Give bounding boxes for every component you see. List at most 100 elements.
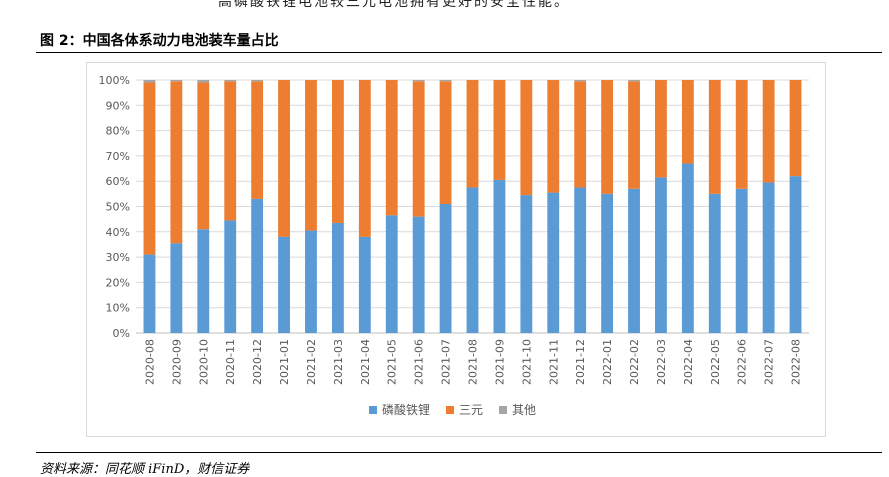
bar-segment <box>574 81 587 188</box>
y-tick-label: 10% <box>106 302 130 315</box>
x-tick-label: 2022-02 <box>628 339 641 385</box>
y-tick-label: 20% <box>106 276 130 289</box>
bar-segment <box>789 176 802 333</box>
bar-segment <box>439 203 452 333</box>
x-tick-label: 2021-08 <box>467 339 480 385</box>
x-tick-label: 2021-12 <box>574 339 587 385</box>
y-axis-ticks: 0% 10% 20% 30% 40% 50% 60% 70% 80% 90% 100% <box>99 74 130 340</box>
bar-segment <box>601 193 614 333</box>
bar-segment <box>520 195 533 333</box>
bar-segment <box>224 80 237 82</box>
bar-segment <box>224 220 237 333</box>
bar-segment <box>681 163 694 333</box>
bar-segment <box>305 80 317 231</box>
bar-segment <box>170 81 183 244</box>
bar-segment <box>628 81 640 189</box>
bottom-rule <box>36 452 882 453</box>
x-tick-label: 2021-04 <box>359 339 372 385</box>
bar-segment <box>520 80 533 196</box>
x-tick-label: 2021-11 <box>547 339 560 385</box>
bar-segment <box>170 80 183 82</box>
x-tick-label: 2022-01 <box>601 339 614 385</box>
bar-segment <box>762 182 775 333</box>
y-tick-label: 60% <box>106 175 130 188</box>
bar-segment <box>143 82 156 255</box>
x-tick-label: 2020-10 <box>197 339 210 385</box>
x-tick-label: 2021-05 <box>386 339 399 385</box>
bar-segment <box>278 80 290 237</box>
bar-segment <box>143 254 156 333</box>
bar-segment <box>493 80 506 180</box>
bar-segment <box>358 236 371 333</box>
legend-swatch <box>369 406 377 414</box>
bar-segment <box>601 80 614 194</box>
bar-segment <box>170 243 183 333</box>
bar-segment <box>708 193 721 333</box>
bar-segment <box>735 188 748 333</box>
x-tick-label: 2022-03 <box>655 339 668 385</box>
bars <box>143 80 802 333</box>
bar-segment <box>466 187 479 333</box>
source-note: 资料来源：同花顺 iFinD，财信证券 <box>40 462 250 477</box>
bar-segment <box>251 80 264 82</box>
x-tick-label: 2022-05 <box>709 339 722 385</box>
bar-segment <box>251 81 264 199</box>
x-tick-label: 2022-04 <box>682 339 695 385</box>
y-tick-label: 40% <box>106 226 130 239</box>
bar-segment <box>547 80 560 193</box>
figure-title: 图 2：中国各体系动力电池装车量占比 <box>40 33 279 49</box>
y-tick-label: 70% <box>106 150 130 163</box>
bar-segment <box>331 222 344 333</box>
x-tick-label: 2022-07 <box>763 339 776 385</box>
bar-segment <box>655 80 667 178</box>
bar-segment <box>358 80 371 237</box>
legend-swatch <box>446 406 454 414</box>
bar-segment <box>224 81 237 221</box>
bar-segment <box>439 81 452 204</box>
bar-segment <box>197 82 210 230</box>
x-tick-label: 2020-11 <box>224 339 237 385</box>
x-tick-label: 2022-08 <box>790 339 803 385</box>
x-tick-label: 2022-06 <box>736 339 749 385</box>
bar-segment <box>628 188 640 333</box>
y-tick-label: 80% <box>106 125 130 138</box>
bar-segment <box>143 80 156 83</box>
bar-segment <box>708 80 721 194</box>
bar-segment <box>412 216 425 333</box>
bar-segment <box>681 80 694 164</box>
x-tick-label: 2021-01 <box>278 339 291 385</box>
y-tick-label: 30% <box>106 251 130 264</box>
bar-segment <box>331 80 344 223</box>
x-tick-label: 2020-12 <box>251 339 264 385</box>
x-tick-label: 2021-07 <box>440 339 453 385</box>
top-rule <box>36 52 882 53</box>
bar-segment <box>197 80 210 83</box>
x-tick-label: 2021-02 <box>305 339 318 385</box>
x-tick-label: 2021-10 <box>520 339 533 385</box>
y-tick-label: 50% <box>106 201 130 214</box>
bar-segment <box>251 198 264 333</box>
bar-segment <box>574 80 587 82</box>
legend: 磷酸铁锂 三元 其他 <box>369 402 536 417</box>
legend-label: 三元 <box>459 403 483 417</box>
bar-segment <box>305 230 317 333</box>
legend-swatch <box>499 406 507 414</box>
x-tick-label: 2021-06 <box>413 339 426 385</box>
x-tick-label: 2020-08 <box>143 339 156 385</box>
chart-frame <box>86 62 826 437</box>
bar-segment <box>197 229 210 333</box>
bar-segment <box>278 236 290 333</box>
bar-segment <box>547 192 560 333</box>
legend-label: 其他 <box>512 403 536 417</box>
x-tick-label: 2021-09 <box>493 339 506 385</box>
x-axis-ticks: 2020-08 2020-09 2020-10 2020-11 2020-12 2021-… <box>143 339 802 385</box>
bar-segment <box>493 179 506 333</box>
bar-segment <box>412 81 425 217</box>
x-tick-label: 2020-09 <box>170 339 183 385</box>
bar-segment <box>439 80 452 82</box>
bar-segment <box>385 215 398 333</box>
bar-segment <box>412 80 425 82</box>
y-tick-label: 90% <box>106 99 130 112</box>
bar-segment <box>735 80 748 189</box>
bar-segment <box>466 80 479 188</box>
